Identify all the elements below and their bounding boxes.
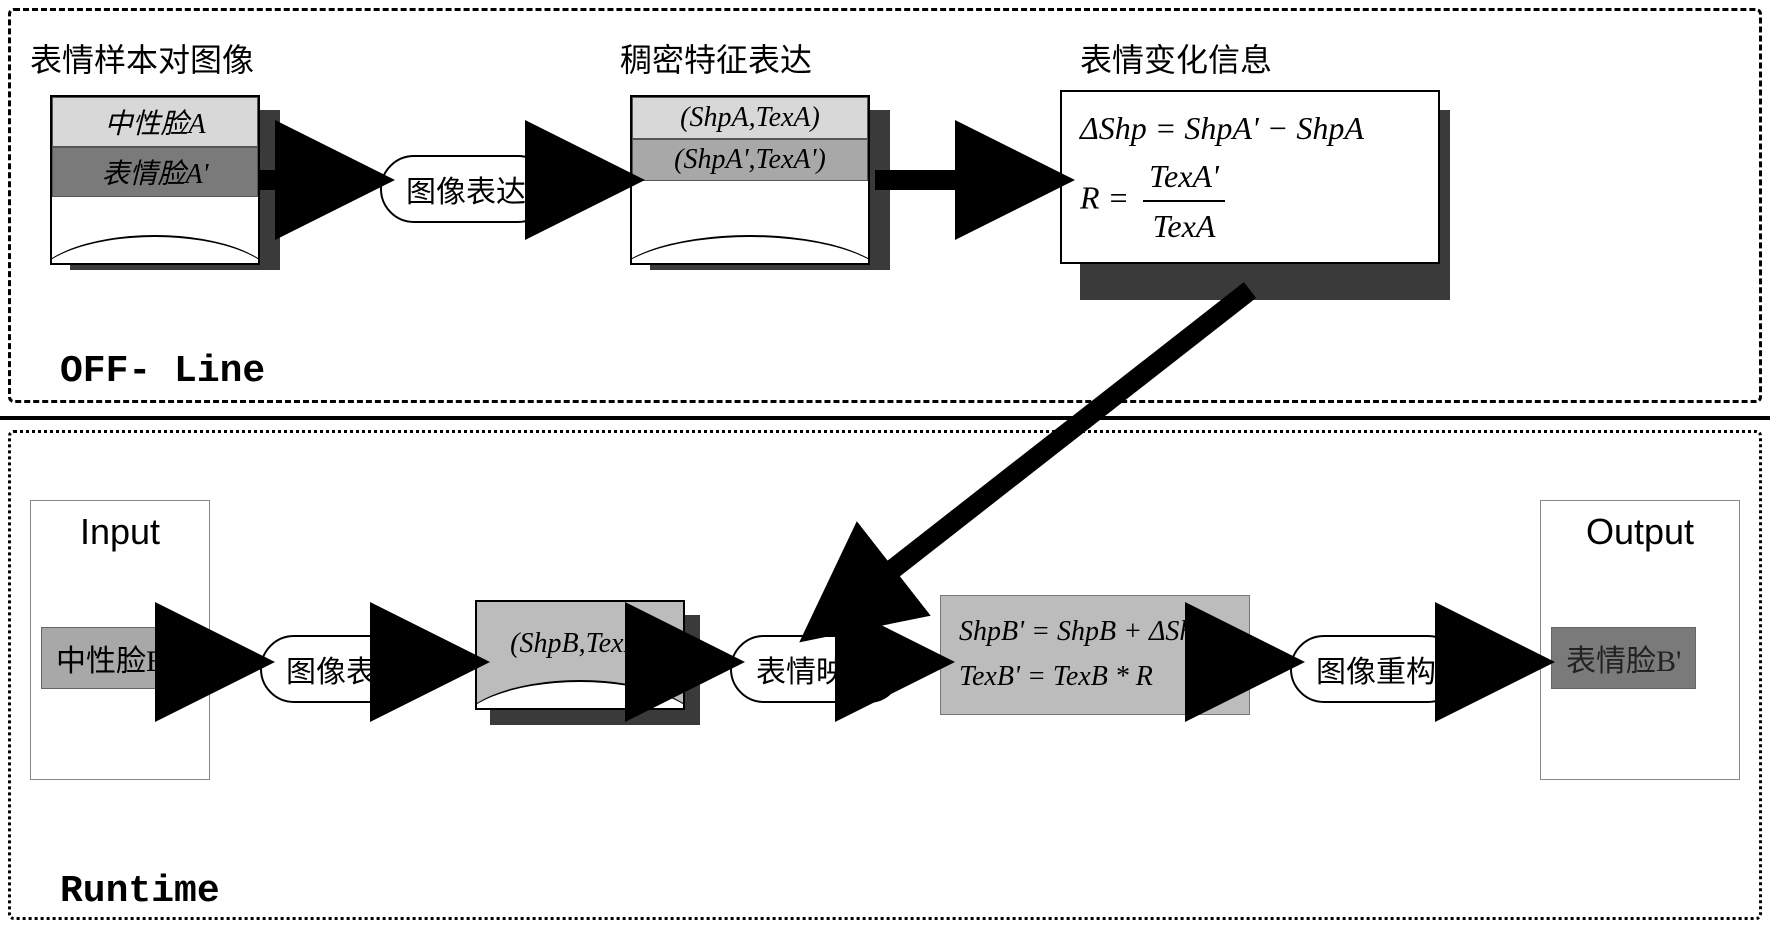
arrows-layer [0,0,1770,931]
arrow-cross [815,290,1250,630]
